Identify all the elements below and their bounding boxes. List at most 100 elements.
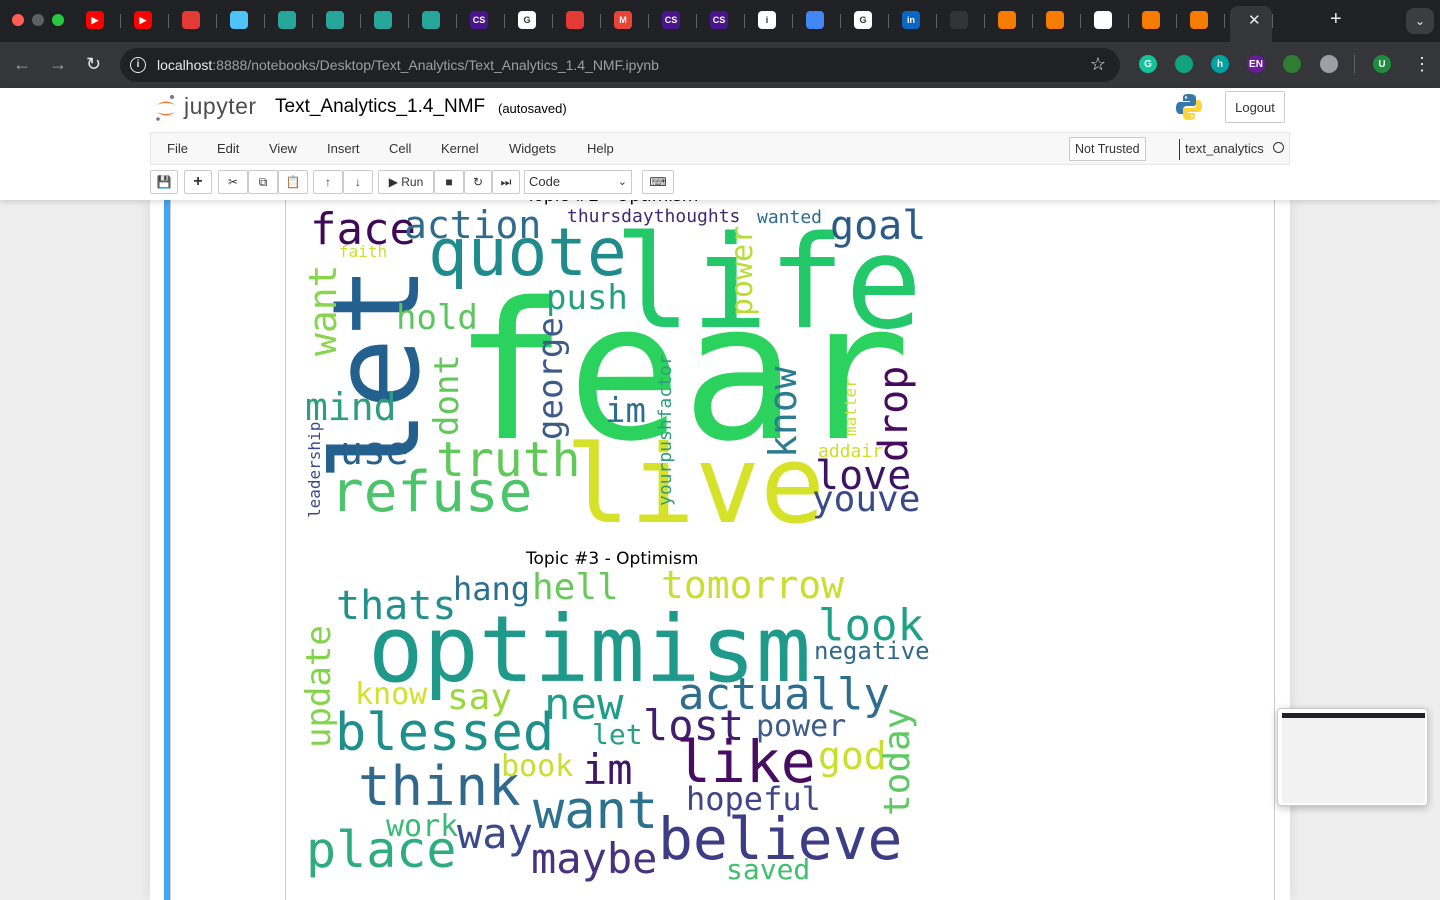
tab-separator [1176,14,1177,28]
trust-indicator[interactable]: Not Trusted [1069,137,1146,161]
tab-favicon[interactable] [566,11,584,29]
tab-separator [792,14,793,28]
extension-icon[interactable] [1283,55,1301,73]
menu-insert[interactable]: Insert [327,141,360,156]
tab-separator [168,14,169,28]
cut-icon[interactable]: ✂ [218,170,248,194]
menu-widgets[interactable]: Widgets [509,141,556,156]
tab-favicon[interactable]: M [614,11,632,29]
tab-favicon[interactable] [1190,11,1208,29]
reload-icon[interactable]: ↻ [86,54,102,74]
run-button[interactable]: ▶ Run [378,170,434,194]
tab-favicon[interactable] [230,11,248,29]
save-icon[interactable]: 💾 [150,170,178,194]
menu-help[interactable]: Help [587,141,614,156]
tab-separator [696,14,697,28]
tab-favicon[interactable] [998,11,1016,29]
selected-cell-indicator [164,200,170,900]
minimize-window-button[interactable] [32,14,44,26]
insert-cell-icon[interactable]: + [184,170,212,194]
tab-favicon[interactable] [182,11,200,29]
active-tab[interactable] [1230,6,1272,42]
topic3-word: want [533,781,659,841]
topic2-word: george [531,317,571,440]
extension-icon[interactable]: h [1211,55,1229,73]
cell-type-select[interactable]: Code ⌄ [524,170,632,194]
keyboard-icon[interactable]: ⌨ [642,170,674,194]
topic3-word: thats [336,583,457,629]
tab-favicon[interactable] [422,11,440,29]
topic2-word: youve [812,479,921,520]
topic3-word: hang [453,570,531,608]
address-bar[interactable]: i localhost:8888/notebooks/Desktop/Text_… [120,48,1120,82]
tab-favicon[interactable]: in [902,11,920,29]
bookmark-star-icon[interactable]: ☆ [1089,54,1106,74]
topic2-word: power [725,225,760,316]
notebook-name[interactable]: Text_Analytics_1.4_NMF [275,96,486,117]
tab-favicon[interactable]: G [854,11,872,29]
topic3-word: optimism [368,596,812,703]
tab-favicon[interactable] [278,11,296,29]
close-window-button[interactable] [12,14,24,26]
topic3-word: tomorrow [661,563,845,607]
extension-icon[interactable] [1320,55,1338,73]
tab-separator [216,14,217,28]
menu-file[interactable]: File [167,141,188,156]
tab-favicon[interactable]: CS [470,11,488,29]
extension-icon[interactable]: EN [1247,55,1265,73]
menu-view[interactable]: View [269,141,297,156]
tab-favicon[interactable] [326,11,344,29]
tab-favicon[interactable]: i [758,11,776,29]
extension-icon[interactable]: G [1139,55,1157,73]
topic3-word: let [592,718,643,751]
restart-run-all-icon[interactable]: ⏭ [492,170,520,194]
topic3-word: say [447,677,513,718]
tab-separator [456,14,457,28]
tab-favicon[interactable] [1094,11,1112,29]
extension-icon[interactable]: U [1373,55,1391,73]
tab-separator [648,14,649,28]
site-info-icon[interactable]: i [130,57,146,73]
tab-favicon[interactable]: ▶ [134,11,152,29]
forward-icon[interactable]: → [49,54,67,74]
restart-icon[interactable]: ↻ [464,170,492,194]
move-down-icon[interactable]: ↓ [343,170,373,194]
tab-favicon[interactable]: G [518,11,536,29]
topic3-word: know [355,677,428,712]
tab-close-icon[interactable]: ✕ [1248,12,1261,29]
browser-menu-icon[interactable]: ⋮ [1413,54,1431,74]
menu-cell[interactable]: Cell [389,141,412,156]
topic3-word: god [818,734,887,778]
tab-favicon[interactable] [950,11,968,29]
jupyter-brand[interactable]: jupyter [184,93,257,119]
move-up-icon[interactable]: ↑ [313,170,343,194]
tab-favicon[interactable] [374,11,392,29]
tab-separator [120,14,121,28]
copy-icon[interactable]: ⧉ [248,170,278,194]
back-icon[interactable]: ← [13,54,31,74]
output-border [1274,200,1275,900]
tab-favicon[interactable]: CS [710,11,728,29]
tab-favicon[interactable]: CS [662,11,680,29]
cell-border [170,200,171,900]
screenshot-thumbnail[interactable] [1277,708,1428,806]
interrupt-icon[interactable]: ■ [434,170,464,194]
topic3-word: actually [678,669,890,720]
tab-favicon[interactable] [806,11,824,29]
cell-type-value: Code [529,174,561,189]
tab-favicon[interactable] [1142,11,1160,29]
tab-search-icon[interactable]: ⌄ [1406,8,1434,34]
tab-separator [600,14,601,28]
tab-favicon[interactable]: ▶ [86,11,104,29]
url-text[interactable]: localhost:8888/notebooks/Desktop/Text_An… [157,57,659,73]
logout-button[interactable]: Logout [1225,91,1285,123]
paste-icon[interactable]: 📋 [278,170,308,194]
tab-favicon[interactable] [1046,11,1064,29]
menu-kernel[interactable]: Kernel [441,141,479,156]
new-tab-icon[interactable]: + [1330,8,1342,30]
tab-separator [1224,14,1225,28]
extension-icon[interactable] [1175,55,1193,73]
maximize-window-button[interactable] [52,14,64,26]
menu-edit[interactable]: Edit [217,141,240,156]
kernel-name[interactable]: text_analytics [1185,141,1264,156]
